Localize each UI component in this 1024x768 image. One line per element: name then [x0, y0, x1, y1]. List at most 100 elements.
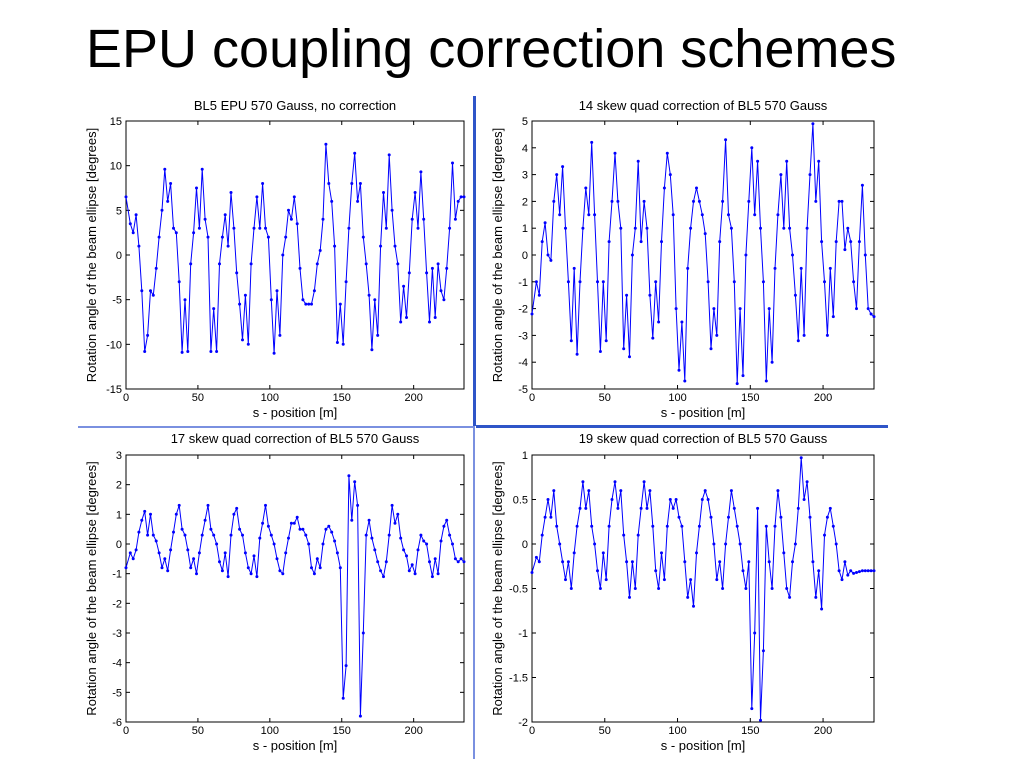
data-point [633, 226, 637, 230]
data-point [767, 560, 771, 564]
data-point [229, 191, 233, 194]
data-point [220, 235, 224, 239]
y-tick-label: 3 [522, 170, 528, 182]
data-point [295, 515, 299, 519]
data-point [367, 518, 371, 522]
data-point [564, 578, 567, 582]
data-point [802, 333, 806, 337]
data-point [235, 271, 239, 275]
data-point [703, 489, 707, 493]
data-point [581, 480, 585, 484]
data-point [724, 542, 728, 546]
data-point [744, 587, 748, 590]
data-point [269, 533, 273, 537]
data-point [180, 527, 184, 531]
x-tick-label: 100 [261, 725, 279, 737]
data-point [223, 551, 227, 555]
data-point [584, 506, 588, 510]
data-point [651, 524, 655, 528]
x-tick-label: 200 [404, 392, 422, 404]
data-point [249, 262, 253, 266]
data-point [569, 587, 573, 590]
data-point [143, 350, 147, 353]
data-point [648, 293, 652, 297]
data-point [869, 569, 873, 573]
data-point [767, 307, 771, 311]
data-point [350, 518, 354, 522]
data-point [558, 213, 562, 217]
data-point [811, 560, 815, 564]
data-point [425, 542, 429, 546]
data-point [823, 280, 826, 284]
data-point [665, 524, 669, 528]
data-point [229, 533, 233, 537]
data-point [356, 199, 360, 203]
data-point [727, 213, 730, 217]
data-point [442, 298, 446, 302]
series-line-1 [531, 457, 874, 721]
data-point [660, 551, 663, 555]
data-point [425, 271, 429, 275]
data-point [203, 518, 207, 522]
data-point [712, 307, 716, 311]
data-point [849, 240, 853, 244]
slide-title: EPU coupling correction schemes [86, 19, 897, 79]
x-tick-label: 0 [123, 392, 129, 404]
chart-title: 17 skew quad correction of BL5 570 Gauss [171, 431, 420, 446]
data-point [330, 199, 334, 203]
data-point [131, 557, 135, 561]
data-point [729, 226, 733, 230]
data-point [218, 262, 221, 266]
data-point [857, 570, 861, 574]
y-tick-label: -5 [518, 384, 528, 396]
data-point [292, 521, 296, 525]
data-point [645, 226, 649, 230]
x-tick-label: 100 [668, 725, 686, 737]
data-point [246, 566, 250, 570]
data-point [157, 235, 161, 239]
y-tick-label: -15 [106, 384, 122, 396]
data-point [410, 563, 414, 567]
series-line-1 [125, 475, 465, 717]
data-point [840, 578, 844, 582]
data-point [569, 339, 573, 343]
data-point [825, 515, 829, 519]
data-point [459, 557, 463, 561]
data-point [149, 289, 152, 293]
y-tick-label: 2 [522, 196, 528, 208]
data-point [849, 569, 853, 573]
data-point [721, 199, 725, 203]
data-point [732, 506, 736, 510]
data-point [668, 173, 672, 177]
x-tick-label: 50 [599, 392, 611, 404]
data-point [376, 333, 380, 337]
data-point [549, 515, 553, 519]
data-point [657, 320, 661, 324]
data-point [834, 240, 838, 244]
data-point [552, 199, 556, 203]
data-point [543, 515, 547, 519]
data-point [607, 524, 611, 528]
data-point [843, 560, 847, 564]
data-point [255, 575, 259, 579]
data-point [625, 560, 629, 564]
y-tick-label: 2 [116, 480, 122, 492]
plot-frame [125, 120, 465, 390]
data-point [639, 506, 643, 510]
data-point [312, 572, 316, 576]
data-point [370, 536, 374, 540]
data-point [174, 512, 178, 516]
data-point [410, 217, 414, 221]
data-point [246, 342, 250, 346]
data-point [689, 578, 693, 582]
data-point [376, 560, 380, 564]
data-point [610, 498, 614, 501]
data-point [697, 524, 701, 528]
data-point [837, 199, 841, 203]
data-point [232, 226, 236, 230]
data-point [177, 503, 181, 507]
y-tick-label: 1 [522, 450, 528, 462]
data-point [561, 560, 565, 564]
data-point [238, 527, 242, 531]
